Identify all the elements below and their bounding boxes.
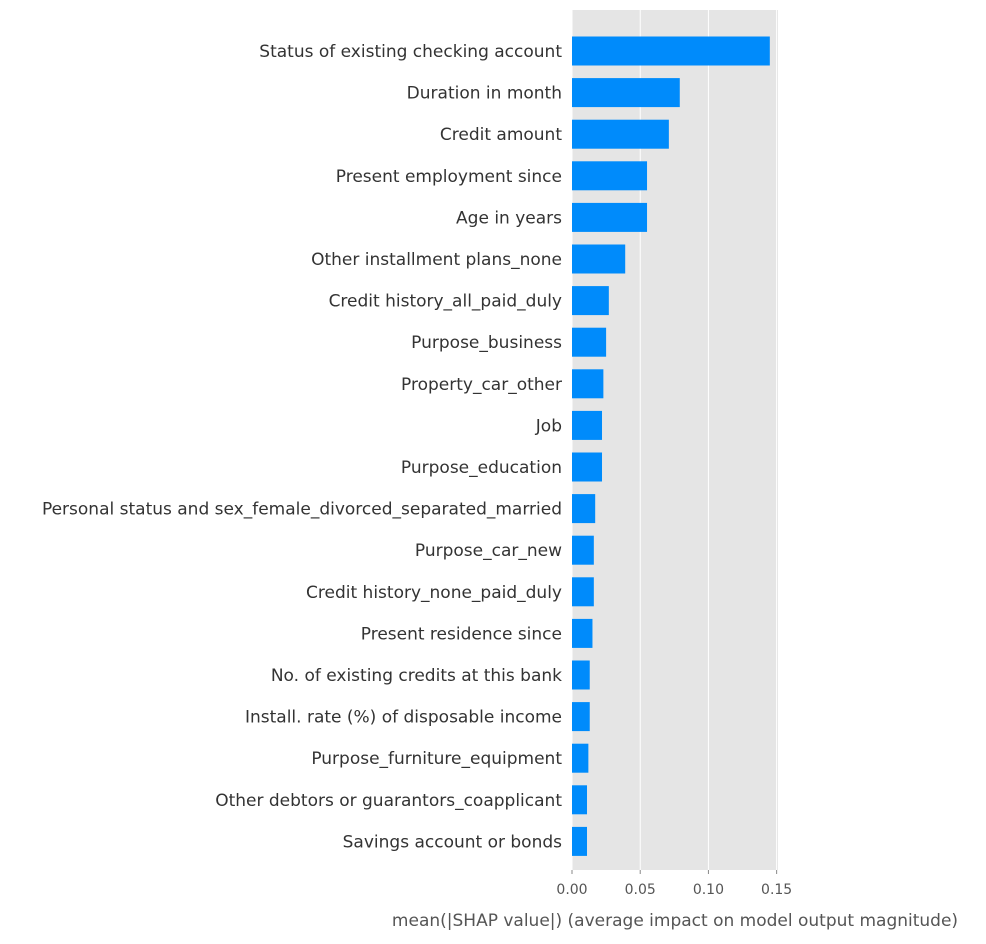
category-label: Purpose_car_new [415,541,562,561]
category-label: Personal status and sex_female_divorced_… [42,500,562,520]
category-label: Install. rate (%) of disposable income [245,708,562,728]
category-label: Credit history_all_paid_duly [329,292,562,312]
category-label: Other debtors or guarantors_coapplicant [215,791,562,811]
x-tick-label: 0.10 [693,882,724,898]
category-label: Credit amount [440,125,562,145]
category-label: Duration in month [407,84,562,104]
bar [572,618,593,648]
bar [572,410,603,440]
bar [572,577,594,607]
bar [572,702,590,732]
x-tick-label: 0.15 [761,882,792,898]
category-label: Savings account or bonds [343,832,562,852]
category-labels: Status of existing checking account Durat… [42,42,562,852]
bar [572,119,669,149]
x-axis-label: mean(|SHAP value|) (average impact on mo… [392,911,958,931]
x-axis-ticks: 0.00 0.05 0.10 0.15 [556,870,792,898]
category-label: Present residence since [361,624,562,644]
bar [572,327,607,357]
bar [572,36,770,66]
category-label: Job [535,416,562,436]
category-label: No. of existing credits at this bank [271,666,562,686]
category-label: Purpose_business [411,333,562,353]
category-label: Credit history_none_paid_duly [306,583,562,603]
category-label: Purpose_furniture_equipment [311,749,562,769]
x-tick-label: 0.05 [625,882,656,898]
bar [572,826,588,856]
bar [572,452,603,482]
bar [572,369,604,399]
bar [572,494,596,524]
bar [572,244,626,274]
bar [572,660,590,690]
bar [572,202,648,232]
category-label: Present employment since [336,167,562,187]
bar [572,743,589,773]
category-label: Status of existing checking account [259,42,562,62]
category-label: Property_car_other [401,375,562,395]
category-label: Age in years [456,208,562,228]
bar [572,785,588,815]
category-label: Other installment plans_none [311,250,562,270]
bar [572,78,680,108]
category-label: Purpose_education [401,458,562,478]
bar [572,535,594,565]
bar [572,161,648,191]
plot-area [572,10,778,870]
bar [572,286,609,316]
bars [572,36,770,856]
x-tick-label: 0.00 [556,882,587,898]
